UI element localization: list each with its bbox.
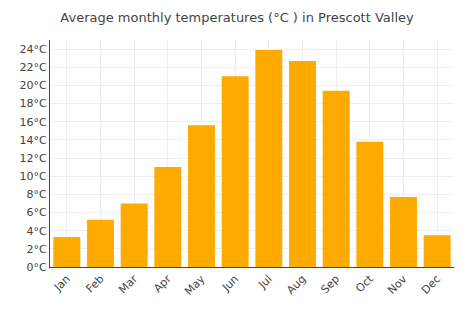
svg-text:22°C: 22°C <box>20 61 47 74</box>
svg-text:Jun: Jun <box>219 272 241 294</box>
svg-text:Aug: Aug <box>284 273 308 297</box>
svg-text:Dec: Dec <box>419 273 443 297</box>
svg-text:2°C: 2°C <box>27 243 47 256</box>
svg-text:Average monthly temperatures (: Average monthly temperatures (°C ) in Pr… <box>60 10 414 25</box>
svg-text:Apr: Apr <box>151 272 174 295</box>
svg-text:20°C: 20°C <box>20 79 47 92</box>
svg-text:Feb: Feb <box>84 273 107 296</box>
svg-text:Oct: Oct <box>353 272 376 295</box>
svg-text:4°C: 4°C <box>27 225 47 238</box>
svg-text:18°C: 18°C <box>20 97 47 110</box>
svg-text:10°C: 10°C <box>20 170 47 183</box>
svg-text:Jul: Jul <box>256 273 275 292</box>
svg-text:6°C: 6°C <box>27 206 47 219</box>
svg-text:Sep: Sep <box>318 273 342 297</box>
svg-text:0°C: 0°C <box>27 261 47 274</box>
svg-text:Mar: Mar <box>116 272 140 296</box>
svg-text:May: May <box>182 272 208 298</box>
svg-text:12°C: 12°C <box>20 152 47 165</box>
svg-text:16°C: 16°C <box>20 116 47 129</box>
svg-text:Nov: Nov <box>385 272 410 297</box>
svg-text:14°C: 14°C <box>20 134 47 147</box>
svg-text:24°C: 24°C <box>20 43 47 56</box>
svg-text:Jan: Jan <box>51 273 73 295</box>
svg-text:8°C: 8°C <box>27 188 47 201</box>
